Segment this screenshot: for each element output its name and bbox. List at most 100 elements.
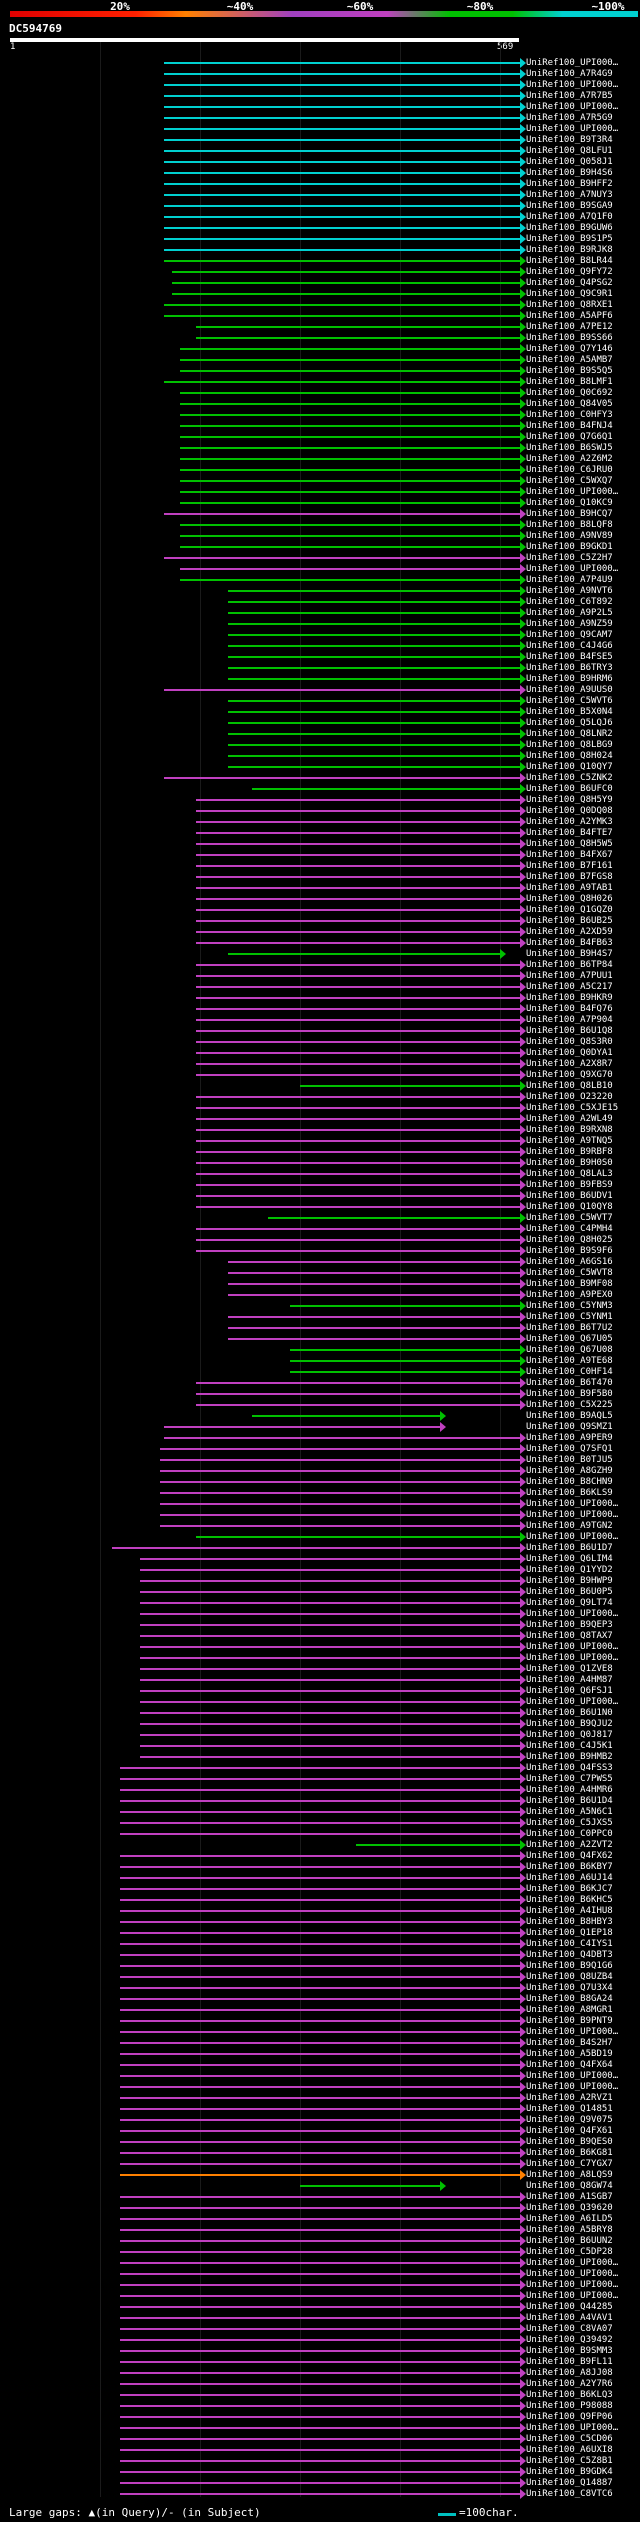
hit-name[interactable]: UniRef100_A9NVT6 (526, 586, 613, 596)
hit-name[interactable]: UniRef100_Q8LB10 (526, 1081, 613, 1091)
hit-row[interactable]: UniRef100_A8MGR1 (0, 2004, 640, 2015)
hit-name[interactable]: UniRef100_B6U1N0 (526, 1708, 613, 1718)
hit-name[interactable]: UniRef100_UPI000… (526, 102, 619, 112)
hit-name[interactable]: UniRef100_UPI000… (526, 1653, 619, 1663)
hit-name[interactable]: UniRef100_A4HMR6 (526, 1785, 613, 1795)
hit-name[interactable]: UniRef100_B9QEP3 (526, 1620, 613, 1630)
hit-row[interactable]: UniRef100_B9SS66 (0, 332, 640, 343)
hit-name[interactable]: UniRef100_B9HFF2 (526, 179, 613, 189)
hit-row[interactable]: UniRef100_B6UUN2 (0, 2235, 640, 2246)
hit-name[interactable]: UniRef100_C7YGX7 (526, 2159, 613, 2169)
hit-name[interactable]: UniRef100_UPI000… (526, 124, 619, 134)
hit-name[interactable]: UniRef100_B9SGA9 (526, 201, 613, 211)
hit-row[interactable]: UniRef100_B6U1D7 (0, 1542, 640, 1553)
hit-name[interactable]: UniRef100_B5X0N4 (526, 707, 613, 717)
hit-name[interactable]: UniRef100_B9HRM6 (526, 674, 613, 684)
hit-name[interactable]: UniRef100_B9GDK4 (526, 2467, 613, 2477)
hit-row[interactable]: UniRef100_C0PPC0 (0, 1828, 640, 1839)
hit-row[interactable]: UniRef100_A4HMR6 (0, 1784, 640, 1795)
hit-name[interactable]: UniRef100_B9RXN8 (526, 1125, 613, 1135)
hit-row[interactable]: UniRef100_B9HFF2 (0, 178, 640, 189)
hit-name[interactable]: UniRef100_Q7Y146 (526, 344, 613, 354)
hit-row[interactable]: UniRef100_Q9FP06 (0, 2411, 640, 2422)
hit-name[interactable]: UniRef100_A2YMK3 (526, 817, 613, 827)
hit-name[interactable]: UniRef100_Q9CAM7 (526, 630, 613, 640)
hit-row[interactable]: UniRef100_C7YGX7 (0, 2158, 640, 2169)
hit-name[interactable]: UniRef100_UPI000… (526, 1609, 619, 1619)
hit-row[interactable]: UniRef100_B9PNT9 (0, 2015, 640, 2026)
hit-name[interactable]: UniRef100_B9HKR9 (526, 993, 613, 1003)
hit-name[interactable]: UniRef100_A9NZ59 (526, 619, 613, 629)
hit-name[interactable]: UniRef100_Q8TAX7 (526, 1631, 613, 1641)
hit-row[interactable]: UniRef100_B8LQF8 (0, 519, 640, 530)
hit-name[interactable]: UniRef100_B9QJU2 (526, 1719, 613, 1729)
hit-row[interactable]: UniRef100_A9UUS0 (0, 684, 640, 695)
hit-name[interactable]: UniRef100_A7R4G9 (526, 69, 613, 79)
hit-name[interactable]: UniRef100_Q0DYA1 (526, 1048, 613, 1058)
hit-row[interactable]: UniRef100_UPI000… (0, 2422, 640, 2433)
hit-name[interactable]: UniRef100_C5YNM1 (526, 1312, 613, 1322)
hit-row[interactable]: UniRef100_UPI000… (0, 2026, 640, 2037)
hit-row[interactable]: UniRef100_UPI000… (0, 1509, 640, 1520)
hit-name[interactable]: UniRef100_B9SMM3 (526, 2346, 613, 2356)
hit-row[interactable]: UniRef100_A6UXI8 (0, 2444, 640, 2455)
hit-name[interactable]: UniRef100_C0HF14 (526, 1367, 613, 1377)
hit-name[interactable]: UniRef100_B8HBY3 (526, 1917, 613, 1927)
hit-row[interactable]: UniRef100_UPI000… (0, 486, 640, 497)
hit-name[interactable]: UniRef100_C0HFY3 (526, 410, 613, 420)
hit-row[interactable]: UniRef100_UPI000… (0, 563, 640, 574)
hit-name[interactable]: UniRef100_A7PE12 (526, 322, 613, 332)
hit-name[interactable]: UniRef100_A9TAB1 (526, 883, 613, 893)
hit-name[interactable]: UniRef100_B7FGS8 (526, 872, 613, 882)
hit-name[interactable]: UniRef100_Q10QY8 (526, 1202, 613, 1212)
hit-row[interactable]: UniRef100_UPI000… (0, 2268, 640, 2279)
hit-row[interactable]: UniRef100_Q4PSG2 (0, 277, 640, 288)
hit-row[interactable]: UniRef100_B4FX67 (0, 849, 640, 860)
hit-row[interactable]: UniRef100_Q0C692 (0, 387, 640, 398)
hit-name[interactable]: UniRef100_B9SS66 (526, 333, 613, 343)
hit-row[interactable]: UniRef100_C8VA07 (0, 2323, 640, 2334)
hit-row[interactable]: UniRef100_A7R5G9 (0, 112, 640, 123)
hit-name[interactable]: UniRef100_B6KG81 (526, 2148, 613, 2158)
hit-row[interactable]: UniRef100_B6U0P5 (0, 1586, 640, 1597)
hit-row[interactable]: UniRef100_UPI000… (0, 1608, 640, 1619)
hit-row[interactable]: UniRef100_Q8GW74 (0, 2180, 640, 2191)
hit-row[interactable]: UniRef100_A7NUY3 (0, 189, 640, 200)
hit-name[interactable]: UniRef100_Q4PSG2 (526, 278, 613, 288)
hit-name[interactable]: UniRef100_B6TP84 (526, 960, 613, 970)
hit-row[interactable]: UniRef100_A9PEX0 (0, 1289, 640, 1300)
hit-row[interactable]: UniRef100_B9S5Q5 (0, 365, 640, 376)
hit-name[interactable]: UniRef100_C5XJE15 (526, 1103, 619, 1113)
hit-name[interactable]: UniRef100_B0TJU5 (526, 1455, 613, 1465)
hit-name[interactable]: UniRef100_A7R7B5 (526, 91, 613, 101)
hit-row[interactable]: UniRef100_A7PE12 (0, 321, 640, 332)
hit-name[interactable]: UniRef100_A1SGB7 (526, 2192, 613, 2202)
hit-name[interactable]: UniRef100_A5AMB7 (526, 355, 613, 365)
hit-row[interactable]: UniRef100_Q5LQJ6 (0, 717, 640, 728)
hit-row[interactable]: UniRef100_B9AQL5 (0, 1410, 640, 1421)
hit-name[interactable]: UniRef100_B6UUN2 (526, 2236, 613, 2246)
hit-row[interactable]: UniRef100_Q39492 (0, 2334, 640, 2345)
hit-row[interactable]: UniRef100_Q4DBT3 (0, 1949, 640, 1960)
hit-name[interactable]: UniRef100_A6ILD5 (526, 2214, 613, 2224)
hit-name[interactable]: UniRef100_UPI000… (526, 1697, 619, 1707)
hit-row[interactable]: UniRef100_B4S2H7 (0, 2037, 640, 2048)
hit-row[interactable]: UniRef100_A2X8R7 (0, 1058, 640, 1069)
hit-row[interactable]: UniRef100_Q9FY72 (0, 266, 640, 277)
hit-name[interactable]: UniRef100_B6U1D7 (526, 1543, 613, 1553)
hit-name[interactable]: UniRef100_UPI000… (526, 2269, 619, 2279)
hit-row[interactable]: UniRef100_Q9CAM7 (0, 629, 640, 640)
hit-row[interactable]: UniRef100_UPI000… (0, 2279, 640, 2290)
hit-name[interactable]: UniRef100_B9FL11 (526, 2357, 613, 2367)
hit-row[interactable]: UniRef100_Q4FX62 (0, 1850, 640, 1861)
hit-row[interactable]: UniRef100_B8LR44 (0, 255, 640, 266)
hit-row[interactable]: UniRef100_C5X225 (0, 1399, 640, 1410)
hit-name[interactable]: UniRef100_C4PMH4 (526, 1224, 613, 1234)
hit-row[interactable]: UniRef100_B9T3R4 (0, 134, 640, 145)
hit-row[interactable]: UniRef100_Q10QY7 (0, 761, 640, 772)
hit-name[interactable]: UniRef100_UPI000… (526, 2291, 619, 2301)
hit-name[interactable]: UniRef100_B4FX67 (526, 850, 613, 860)
hit-name[interactable]: UniRef100_B6KHC5 (526, 1895, 613, 1905)
hit-name[interactable]: UniRef100_UPI000… (526, 487, 619, 497)
hit-row[interactable]: UniRef100_A5BD19 (0, 2048, 640, 2059)
